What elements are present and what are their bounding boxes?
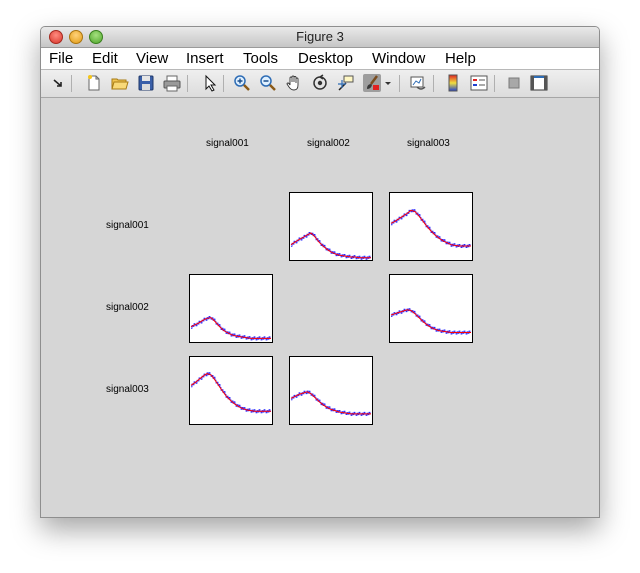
hide-plot-tools-icon[interactable] [505, 74, 523, 92]
dock-arrow-icon[interactable] [49, 74, 67, 92]
menu-bar: File Edit View Insert Tools Desktop Wind… [41, 48, 599, 70]
figure-canvas: signal001 signal002 signal003 signal001 … [41, 98, 599, 517]
series-red-line [190, 317, 271, 339]
plot-r2-c3 [390, 308, 471, 335]
menu-view[interactable]: View [136, 50, 169, 67]
menu-file[interactable]: File [49, 50, 74, 67]
menu-window[interactable]: Window [372, 50, 426, 67]
series-red-line [390, 309, 471, 333]
close-window-button[interactable] [49, 30, 63, 44]
show-plot-tools-icon[interactable] [530, 74, 548, 92]
minimize-window-button[interactable] [69, 30, 83, 44]
menu-tools[interactable]: Tools [243, 50, 279, 67]
toolbar-separator [71, 75, 72, 92]
series-red-line [290, 391, 371, 415]
zoom-out-icon[interactable] [259, 74, 277, 92]
figure-toolbar [41, 70, 599, 98]
series-red-line [190, 373, 271, 412]
axes-r3-c1[interactable] [189, 356, 273, 425]
colorbar-icon[interactable] [444, 74, 462, 92]
link-plot-icon[interactable] [409, 74, 427, 92]
toolbar-separator [494, 75, 495, 92]
series-blue-line [191, 316, 271, 341]
toolbar-separator [399, 75, 400, 92]
open-file-icon[interactable] [111, 74, 129, 92]
rotate-3d-icon[interactable] [311, 74, 329, 92]
menu-help[interactable]: Help [445, 50, 476, 67]
menu-desktop[interactable]: Desktop [298, 50, 354, 67]
axes-r2-c1[interactable] [189, 274, 273, 343]
toolbar-separator [187, 75, 188, 92]
series-blue-line [191, 372, 271, 414]
brush-dropdown-icon[interactable] [383, 74, 393, 92]
print-icon[interactable] [163, 74, 181, 92]
toolbar-separator [433, 75, 434, 92]
zoom-window-button[interactable] [89, 30, 103, 44]
data-cursor-icon[interactable] [337, 74, 355, 92]
figure-window: Figure 3 File Edit View Insert Tools Des… [40, 26, 600, 518]
menu-edit[interactable]: Edit [92, 50, 118, 67]
new-figure-icon[interactable] [85, 74, 103, 92]
plot-r1-c2 [290, 232, 371, 260]
column-label-signal001: signal001 [206, 138, 249, 149]
window-title: Figure 3 [296, 29, 344, 44]
column-label-signal003: signal003 [407, 138, 450, 149]
series-blue-line [291, 232, 371, 260]
row-label-signal001: signal001 [106, 220, 149, 231]
column-label-signal002: signal002 [307, 138, 350, 149]
series-red-line [290, 232, 371, 259]
axes-r1-c2[interactable] [289, 192, 373, 261]
title-bar[interactable]: Figure 3 [41, 27, 599, 48]
legend-icon[interactable] [470, 74, 488, 92]
toolbar-separator [223, 75, 224, 92]
menu-insert[interactable]: Insert [186, 50, 224, 67]
save-icon[interactable] [137, 74, 155, 92]
series-blue-line [291, 390, 371, 416]
axes-r1-c3[interactable] [389, 192, 473, 261]
series-red-line [390, 209, 471, 247]
plot-r3-c2 [290, 390, 371, 416]
row-label-signal002: signal002 [106, 302, 149, 313]
select-arrow-icon[interactable] [201, 74, 219, 92]
row-label-signal003: signal003 [106, 384, 149, 395]
axes-r3-c2[interactable] [289, 356, 373, 425]
axes-r2-c3[interactable] [389, 274, 473, 343]
series-blue-line [391, 308, 471, 335]
series-blue-line [391, 209, 471, 248]
zoom-in-icon[interactable] [233, 74, 251, 92]
plot-r3-c1 [190, 372, 271, 414]
plot-r1-c3 [390, 209, 471, 248]
plot-r2-c1 [190, 316, 271, 341]
brush-icon[interactable] [363, 74, 381, 92]
pan-hand-icon[interactable] [285, 74, 303, 92]
